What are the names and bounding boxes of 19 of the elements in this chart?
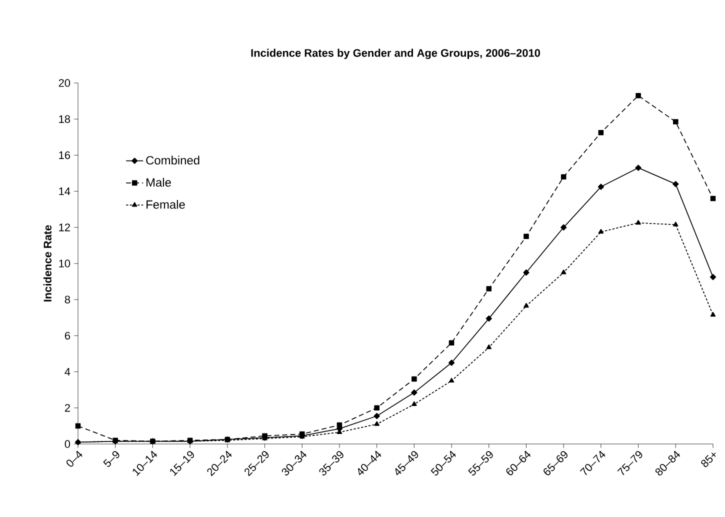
y-tick-label: 16 <box>59 151 70 160</box>
y-tick-label: 6 <box>64 332 70 340</box>
x-tick-label: 85+ <box>701 452 716 468</box>
y-tick-label: 14 <box>59 188 70 196</box>
y-tick-label: 0 <box>64 440 70 448</box>
y-tick-label: 2 <box>64 404 70 412</box>
y-tick-label: 10 <box>59 260 70 268</box>
y-tick-label: 8 <box>64 296 70 304</box>
legend-label: Female <box>146 200 185 209</box>
y-tick-label: 18 <box>59 115 70 123</box>
y-axis-title: Incidence Rate <box>43 225 52 302</box>
y-tick-label: 12 <box>59 224 70 232</box>
legend-label: Combined <box>146 156 200 165</box>
y-tick-label: 20 <box>58 79 70 87</box>
x-tick-label: 0–4 <box>66 450 82 467</box>
x-tick-label: 5–9 <box>103 451 120 467</box>
legend-label: Male <box>146 178 171 187</box>
y-tick-label: 4 <box>64 368 70 376</box>
chart-title: Incidence Rates by Gender and Age Groups, 2006–2010 <box>251 48 540 60</box>
